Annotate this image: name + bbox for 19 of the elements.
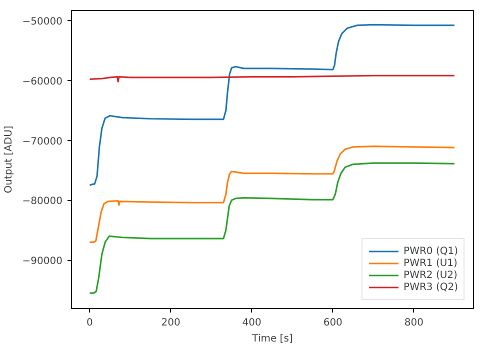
y-tick-label: −70000 — [22, 136, 63, 148]
line-series — [88, 24, 456, 186]
y-tick-label: −80000 — [22, 196, 63, 208]
line-series — [88, 146, 456, 243]
x-tick-label: 400 — [242, 318, 262, 328]
y-axis-title: Output [ADU] — [3, 126, 14, 194]
legend-label: PWR2 (U2) — [404, 269, 458, 281]
x-axis-title: Time [s] — [251, 334, 293, 344]
y-tick-label: −90000 — [22, 256, 63, 268]
legend-label: PWR3 (Q2) — [404, 281, 458, 293]
line-series — [88, 162, 456, 294]
x-tick-label: 800 — [404, 318, 424, 328]
x-tick-label: 600 — [323, 318, 342, 328]
legend-label: PWR1 (U1) — [404, 257, 458, 269]
legend-label: PWR0 (Q1) — [404, 245, 458, 257]
y-tick-label: −50000 — [22, 16, 63, 28]
x-tick-label: 0 — [86, 318, 93, 328]
x-tick-label: 200 — [161, 318, 180, 328]
y-tick-label: −60000 — [22, 76, 63, 88]
